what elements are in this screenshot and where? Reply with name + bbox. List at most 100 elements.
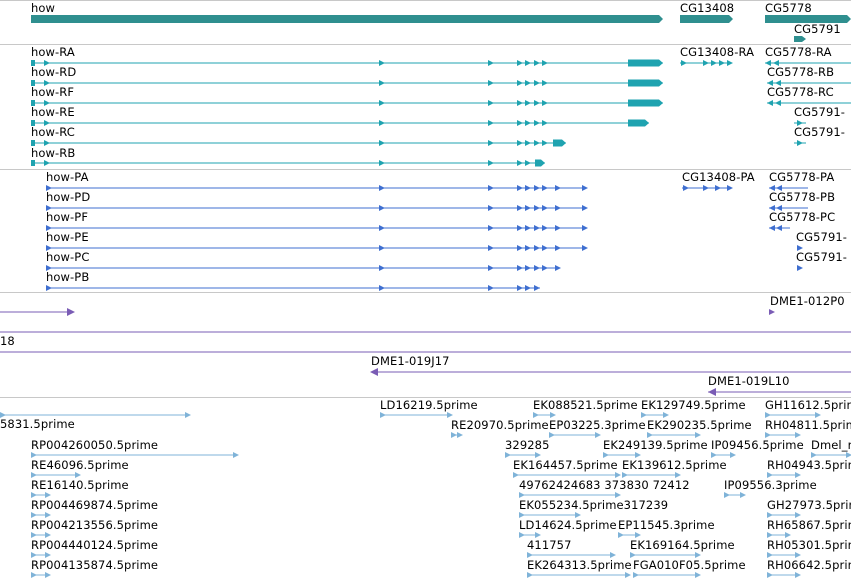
feature-exon-arrow[interactable] — [533, 412, 539, 418]
feature-exon-arrow[interactable] — [379, 285, 385, 291]
feature-exon-arrow[interactable] — [525, 60, 531, 66]
feature-exon-arrow[interactable] — [379, 160, 385, 166]
feature-exon-arrow[interactable] — [769, 185, 775, 191]
feature-exon-arrow[interactable] — [380, 412, 386, 418]
feature-exon-arrow[interactable] — [730, 452, 736, 458]
est-label[interactable]: EP11545.3prime — [618, 518, 715, 532]
est-label[interactable]: RE46096.5prime — [31, 458, 129, 472]
feature-exon-arrow[interactable] — [519, 512, 525, 518]
transcript-exon[interactable] — [31, 100, 35, 106]
protein-label[interactable]: CG5778-PA — [769, 170, 835, 184]
est-label[interactable]: RH04943.5prime — [767, 458, 851, 472]
transcript-label[interactable]: how-RF — [31, 85, 75, 99]
feature-exon-arrow[interactable] — [582, 245, 588, 251]
feature-exon-arrow[interactable] — [775, 100, 781, 106]
feature-exon-arrow[interactable] — [535, 452, 541, 458]
feature-exon-arrow[interactable] — [542, 80, 548, 86]
feature-exon-arrow[interactable] — [44, 120, 50, 126]
feature-exon-arrow[interactable] — [525, 160, 531, 166]
est-label[interactable]: RP004469874.5prime — [31, 498, 159, 512]
protein-label[interactable]: CG13408-PA — [682, 170, 755, 184]
protein-label[interactable]: CG5778-PC — [769, 210, 836, 224]
feature-exon-arrow[interactable] — [31, 532, 37, 538]
feature-exon-arrow[interactable] — [75, 472, 81, 478]
feature-exon-arrow[interactable] — [550, 412, 556, 418]
feature-exon-arrow[interactable] — [625, 572, 631, 578]
feature-exon-arrow[interactable] — [795, 432, 801, 438]
feature-exon-arrow[interactable] — [719, 60, 725, 66]
transcript-exon[interactable] — [31, 80, 35, 86]
feature-exon-arrow[interactable] — [615, 492, 621, 498]
feature-exon-arrow[interactable] — [776, 185, 782, 191]
est-label[interactable]: GH11612.5prime — [765, 398, 851, 412]
feature-exon-arrow[interactable] — [517, 100, 523, 106]
est-label[interactable]: 49762424683 373830 72412 — [519, 478, 690, 492]
transcript-label[interactable]: how-RD — [31, 65, 77, 79]
feature-exon-arrow[interactable] — [534, 245, 540, 251]
est-label[interactable]: RE20970.5prime — [451, 418, 549, 432]
feature-exon-arrow[interactable] — [555, 185, 561, 191]
protein-label[interactable]: how-PC — [46, 250, 90, 264]
est-label[interactable]: EK249139.5prime — [603, 438, 708, 452]
feature-exon-arrow[interactable] — [519, 492, 525, 498]
feature-exon-arrow[interactable] — [379, 245, 385, 251]
feature-exon-arrow[interactable] — [703, 185, 709, 191]
est-label[interactable]: EP03225.3prime — [549, 418, 646, 432]
feature-exon-arrow[interactable] — [542, 245, 548, 251]
feature-exon-arrow[interactable] — [0, 412, 6, 418]
transcript-label[interactable]: CG5778-RA — [765, 45, 832, 59]
est-label[interactable]: EK169164.5prime — [630, 538, 735, 552]
feature-exon-arrow[interactable] — [488, 160, 494, 166]
feature-exon-arrow[interactable] — [675, 472, 681, 478]
est-label[interactable]: EK088521.5prime — [533, 398, 638, 412]
feature-exon-arrow[interactable] — [31, 472, 37, 478]
feature-exon-arrow[interactable] — [767, 532, 773, 538]
feature-exon-arrow[interactable] — [797, 245, 803, 251]
est-label[interactable]: LD16219.5prime — [380, 398, 478, 412]
feature-exon-arrow[interactable] — [525, 205, 531, 211]
gene-how[interactable] — [31, 15, 663, 23]
transcript-exon-block[interactable] — [628, 119, 649, 127]
transcript-exon-block[interactable] — [628, 59, 663, 67]
feature-exon-arrow[interactable] — [379, 120, 385, 126]
feature-exon-arrow[interactable] — [555, 205, 561, 211]
feature-exon-arrow[interactable] — [488, 285, 494, 291]
transcript-label[interactable]: how-RB — [31, 146, 76, 160]
transcript-label[interactable]: CG13408-RA — [680, 45, 755, 59]
feature-exon-arrow[interactable] — [44, 160, 50, 166]
feature-exon-arrow[interactable] — [488, 140, 494, 146]
feature-exon-arrow[interactable] — [542, 60, 548, 66]
feature-exon-arrow[interactable] — [534, 120, 540, 126]
est-label[interactable]: RP004213556.5prime — [31, 518, 159, 532]
feature-exon-arrow[interactable] — [370, 368, 378, 376]
feature-exon-arrow[interactable] — [45, 512, 51, 518]
feature-exon-arrow[interactable] — [767, 80, 773, 86]
transcript-label[interactable]: how-RE — [31, 105, 75, 119]
gene-cg5791[interactable] — [794, 36, 806, 42]
feature-exon-arrow[interactable] — [795, 472, 801, 478]
feature-exon-arrow[interactable] — [513, 472, 519, 478]
feature-exon-arrow[interactable] — [31, 572, 37, 578]
feature-exon-arrow[interactable] — [683, 185, 689, 191]
feature-exon-arrow[interactable] — [31, 512, 37, 518]
est-label[interactable]: LD14624.5prime — [519, 518, 617, 532]
protein-label[interactable]: how-PF — [46, 210, 89, 224]
feature-exon-arrow[interactable] — [785, 532, 791, 538]
est-label[interactable]: RH05301.5prime — [767, 538, 851, 552]
est-label[interactable]: RP004440124.5prime — [31, 538, 159, 552]
feature-exon-arrow[interactable] — [488, 60, 494, 66]
feature-exon-arrow[interactable] — [767, 100, 773, 106]
feature-exon-arrow[interactable] — [525, 140, 531, 146]
gene-cg13408[interactable] — [680, 15, 733, 23]
feature-exon-arrow[interactable] — [488, 100, 494, 106]
feature-exon-arrow[interactable] — [765, 432, 771, 438]
feature-exon-arrow[interactable] — [44, 60, 50, 66]
transcript-exon[interactable] — [31, 120, 35, 126]
feature-exon-arrow[interactable] — [582, 185, 588, 191]
est-label[interactable]: IP09556.3prime — [724, 478, 817, 492]
clone-label[interactable]: DME1-012P0 — [770, 294, 845, 308]
feature-exon-arrow[interactable] — [663, 412, 669, 418]
feature-exon-arrow[interactable] — [795, 572, 801, 578]
feature-exon-arrow[interactable] — [517, 80, 523, 86]
feature-exon-arrow[interactable] — [767, 512, 773, 518]
